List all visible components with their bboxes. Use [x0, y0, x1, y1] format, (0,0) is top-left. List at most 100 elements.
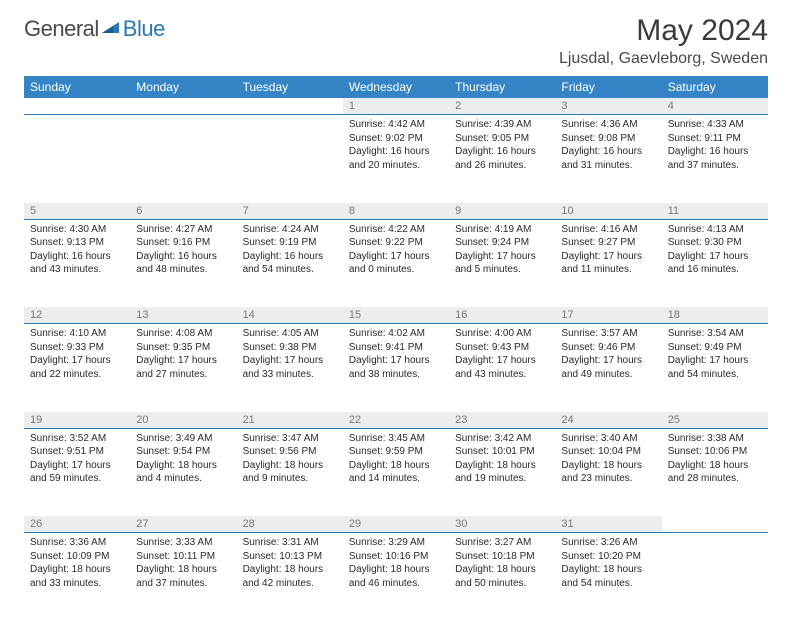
day-number-cell: 30: [449, 516, 555, 533]
day-info-cell: Sunrise: 4:19 AMSunset: 9:24 PMDaylight:…: [449, 219, 555, 307]
day-sr: Sunrise: 4:00 AM: [455, 327, 549, 341]
day-sr: Sunrise: 4:36 AM: [561, 118, 655, 132]
day-number-cell: [237, 98, 343, 115]
day-info-cell: Sunrise: 4:36 AMSunset: 9:08 PMDaylight:…: [555, 115, 661, 203]
page-title: May 2024: [559, 14, 768, 48]
day-sr: Sunrise: 3:40 AM: [561, 432, 655, 446]
day-d2: and 37 minutes.: [668, 159, 762, 173]
day-d1: Daylight: 17 hours: [668, 354, 762, 368]
day-ss: Sunset: 9:13 PM: [30, 236, 124, 250]
day-number-cell: 26: [24, 516, 130, 533]
day-ss: Sunset: 9:22 PM: [349, 236, 443, 250]
day-info-cell: Sunrise: 4:16 AMSunset: 9:27 PMDaylight:…: [555, 219, 661, 307]
day-number-cell: [130, 98, 236, 115]
day-d2: and 11 minutes.: [561, 263, 655, 277]
day-d2: and 4 minutes.: [136, 472, 230, 486]
day-sr: Sunrise: 3:42 AM: [455, 432, 549, 446]
day-d1: Daylight: 17 hours: [668, 250, 762, 264]
day-d1: Daylight: 16 hours: [561, 145, 655, 159]
day-d2: and 54 minutes.: [668, 368, 762, 382]
day-sr: Sunrise: 3:54 AM: [668, 327, 762, 341]
day-number-cell: 20: [130, 412, 236, 429]
day-info-cell: Sunrise: 4:22 AMSunset: 9:22 PMDaylight:…: [343, 219, 449, 307]
day-sr: Sunrise: 4:27 AM: [136, 223, 230, 237]
info-row: Sunrise: 4:10 AMSunset: 9:33 PMDaylight:…: [24, 324, 768, 412]
day-sr: Sunrise: 3:27 AM: [455, 536, 549, 550]
day-d2: and 38 minutes.: [349, 368, 443, 382]
day-d2: and 20 minutes.: [349, 159, 443, 173]
day-info-cell: Sunrise: 4:02 AMSunset: 9:41 PMDaylight:…: [343, 324, 449, 412]
day-ss: Sunset: 9:33 PM: [30, 341, 124, 355]
day-d2: and 50 minutes.: [455, 577, 549, 591]
day-sr: Sunrise: 4:42 AM: [349, 118, 443, 132]
day-ss: Sunset: 9:51 PM: [30, 445, 124, 459]
day-d1: Daylight: 17 hours: [455, 250, 549, 264]
day-d1: Daylight: 17 hours: [561, 250, 655, 264]
day-sr: Sunrise: 3:38 AM: [668, 432, 762, 446]
day-info-cell: Sunrise: 4:24 AMSunset: 9:19 PMDaylight:…: [237, 219, 343, 307]
day-number-cell: 28: [237, 516, 343, 533]
day-d1: Daylight: 17 hours: [455, 354, 549, 368]
day-sr: Sunrise: 4:30 AM: [30, 223, 124, 237]
day-sr: Sunrise: 3:26 AM: [561, 536, 655, 550]
day-d2: and 54 minutes.: [561, 577, 655, 591]
day-info-cell: Sunrise: 3:47 AMSunset: 9:56 PMDaylight:…: [237, 428, 343, 516]
daynum-row: 567891011: [24, 203, 768, 220]
day-info-cell: Sunrise: 4:27 AMSunset: 9:16 PMDaylight:…: [130, 219, 236, 307]
day-ss: Sunset: 9:46 PM: [561, 341, 655, 355]
day-number-cell: 2: [449, 98, 555, 115]
day-number-cell: [24, 98, 130, 115]
day-number-cell: 15: [343, 307, 449, 324]
day-ss: Sunset: 9:56 PM: [243, 445, 337, 459]
day-number-cell: 11: [662, 203, 768, 220]
day-number-cell: 9: [449, 203, 555, 220]
day-ss: Sunset: 9:02 PM: [349, 132, 443, 146]
day-number-cell: 4: [662, 98, 768, 115]
info-row: Sunrise: 3:52 AMSunset: 9:51 PMDaylight:…: [24, 428, 768, 516]
day-d1: Daylight: 18 hours: [455, 459, 549, 473]
day-ss: Sunset: 9:24 PM: [455, 236, 549, 250]
day-number-cell: 5: [24, 203, 130, 220]
day-d2: and 22 minutes.: [30, 368, 124, 382]
day-d1: Daylight: 17 hours: [349, 250, 443, 264]
day-info-cell: Sunrise: 3:49 AMSunset: 9:54 PMDaylight:…: [130, 428, 236, 516]
day-info-cell: Sunrise: 3:27 AMSunset: 10:18 PMDaylight…: [449, 533, 555, 621]
day-sr: Sunrise: 4:24 AM: [243, 223, 337, 237]
day-d2: and 5 minutes.: [455, 263, 549, 277]
info-row: Sunrise: 3:36 AMSunset: 10:09 PMDaylight…: [24, 533, 768, 621]
daynum-row: 12131415161718: [24, 307, 768, 324]
day-ss: Sunset: 10:06 PM: [668, 445, 762, 459]
day-info-cell: Sunrise: 4:33 AMSunset: 9:11 PMDaylight:…: [662, 115, 768, 203]
day-d1: Daylight: 16 hours: [349, 145, 443, 159]
day-sr: Sunrise: 3:49 AM: [136, 432, 230, 446]
day-d2: and 28 minutes.: [668, 472, 762, 486]
day-d1: Daylight: 16 hours: [136, 250, 230, 264]
day-ss: Sunset: 9:41 PM: [349, 341, 443, 355]
day-info-cell: Sunrise: 4:42 AMSunset: 9:02 PMDaylight:…: [343, 115, 449, 203]
day-number-cell: 25: [662, 412, 768, 429]
day-sr: Sunrise: 3:45 AM: [349, 432, 443, 446]
day-info-cell: Sunrise: 4:30 AMSunset: 9:13 PMDaylight:…: [24, 219, 130, 307]
day-number-cell: 17: [555, 307, 661, 324]
day-d1: Daylight: 16 hours: [30, 250, 124, 264]
day-d1: Daylight: 17 hours: [349, 354, 443, 368]
header: General Blue May 2024 Ljusdal, Gaevlebor…: [24, 14, 768, 72]
calendar-table: SundayMondayTuesdayWednesdayThursdayFrid…: [24, 76, 768, 621]
day-info-cell: Sunrise: 4:05 AMSunset: 9:38 PMDaylight:…: [237, 324, 343, 412]
day-d2: and 23 minutes.: [561, 472, 655, 486]
day-number-cell: 19: [24, 412, 130, 429]
day-d1: Daylight: 16 hours: [243, 250, 337, 264]
day-sr: Sunrise: 4:13 AM: [668, 223, 762, 237]
day-number-cell: 18: [662, 307, 768, 324]
day-ss: Sunset: 9:30 PM: [668, 236, 762, 250]
day-d1: Daylight: 16 hours: [455, 145, 549, 159]
day-d2: and 46 minutes.: [349, 577, 443, 591]
day-d2: and 31 minutes.: [561, 159, 655, 173]
day-number-cell: 6: [130, 203, 236, 220]
title-block: May 2024 Ljusdal, Gaevleborg, Sweden: [559, 14, 768, 72]
daynum-row: 1234: [24, 98, 768, 115]
day-number-cell: 23: [449, 412, 555, 429]
day-sr: Sunrise: 3:29 AM: [349, 536, 443, 550]
day-d2: and 33 minutes.: [243, 368, 337, 382]
day-d2: and 0 minutes.: [349, 263, 443, 277]
